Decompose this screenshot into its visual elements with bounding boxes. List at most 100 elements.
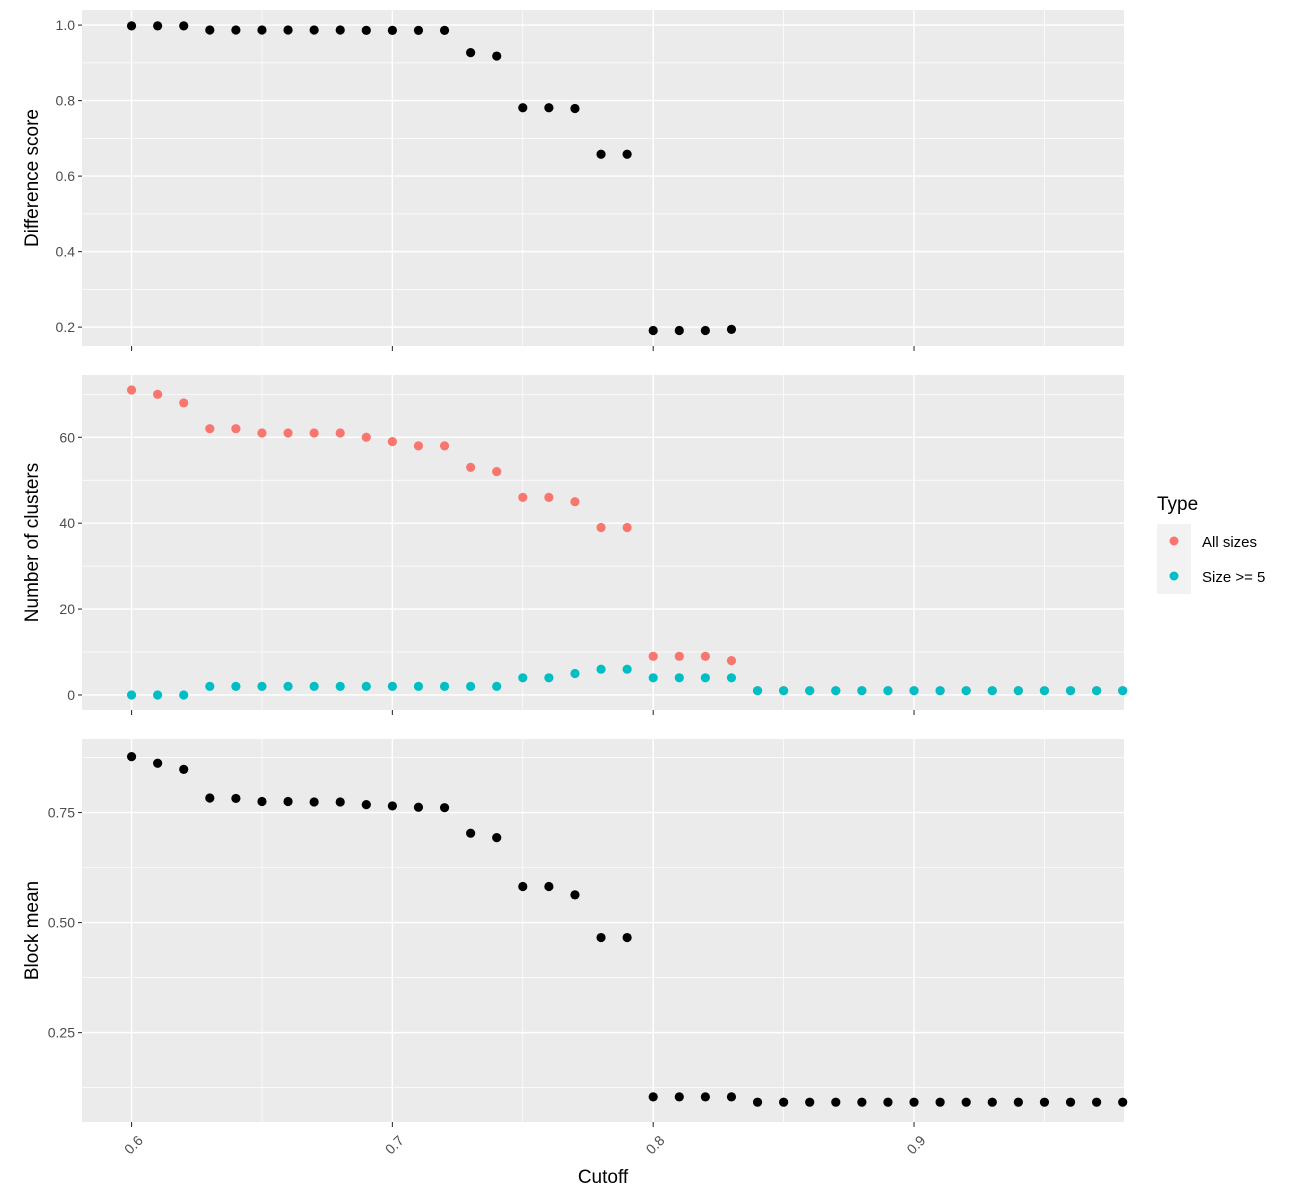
y-tick-label: 0.4 <box>56 244 76 260</box>
data-point <box>1118 686 1128 696</box>
panel-background <box>82 10 1124 346</box>
data-point <box>1065 1097 1076 1107</box>
data-point <box>439 681 450 691</box>
data-point <box>648 325 658 336</box>
data-point <box>335 428 345 438</box>
y-tick-label: 0.75 <box>48 805 75 821</box>
data-point <box>935 686 945 696</box>
data-point <box>126 385 137 395</box>
data-point <box>126 752 137 762</box>
data-point <box>961 1097 971 1107</box>
data-point <box>570 497 580 507</box>
x-tick-labels: 0.6 0.7 0.8 0.9 <box>121 1132 929 1157</box>
y-tick-label: 0.8 <box>56 93 76 109</box>
data-point <box>153 389 163 399</box>
legend-label-size-ge-5: Size >= 5 <box>1202 569 1265 586</box>
y-tick-label: 40 <box>59 515 75 531</box>
data-point <box>309 428 319 438</box>
y-tick-label: 1.0 <box>56 17 76 33</box>
data-point <box>883 686 893 696</box>
data-point <box>700 651 710 661</box>
data-point <box>361 799 371 810</box>
data-point <box>883 1097 893 1107</box>
data-point <box>257 25 267 35</box>
data-point <box>674 1092 684 1102</box>
data-point <box>231 25 241 35</box>
data-point <box>361 681 371 691</box>
data-point <box>1013 686 1023 696</box>
data-point <box>622 664 632 674</box>
data-point <box>335 797 345 807</box>
data-point <box>544 673 554 683</box>
data-point <box>726 1092 737 1102</box>
data-point <box>179 398 189 408</box>
data-point <box>1092 1097 1102 1107</box>
legend-title: Type <box>1157 494 1198 515</box>
data-point <box>648 1092 658 1102</box>
data-point <box>413 681 424 691</box>
panels-layer: 0.2 0.4 0.6 0.8 1.0 Difference score 0 20 40 60 Nu… <box>22 10 1128 1157</box>
legend: Type All sizes Size >= 5 <box>1157 494 1265 594</box>
data-point <box>779 686 789 696</box>
data-point <box>309 681 319 691</box>
panel-background <box>82 375 1124 710</box>
x-tick-label: 0.6 <box>121 1132 146 1157</box>
data-point <box>413 441 424 451</box>
data-point <box>205 681 215 691</box>
legend-label-all-sizes: All sizes <box>1202 534 1257 551</box>
panel-background <box>82 739 1124 1122</box>
data-point <box>987 686 997 696</box>
data-point <box>179 21 189 31</box>
data-point <box>544 492 554 503</box>
data-point <box>961 686 971 696</box>
y-axis-title: Block mean <box>22 881 43 980</box>
data-point <box>596 522 606 533</box>
data-point <box>831 686 841 696</box>
data-point <box>126 21 137 31</box>
data-point <box>283 428 293 438</box>
data-point <box>935 1097 945 1107</box>
data-point <box>674 325 684 336</box>
x-tick-label: 0.9 <box>903 1132 928 1157</box>
data-point <box>805 686 815 696</box>
data-point <box>439 25 450 35</box>
data-point <box>857 1097 867 1107</box>
data-point <box>518 881 528 892</box>
data-point <box>518 492 528 503</box>
data-point <box>544 881 554 892</box>
data-point <box>596 149 606 159</box>
data-point <box>1092 686 1102 696</box>
data-point <box>1039 1097 1050 1107</box>
panel-3: 0.25 0.50 0.75 Block mean <box>22 739 1128 1127</box>
data-point <box>544 103 554 113</box>
data-point <box>596 664 606 674</box>
data-point <box>309 25 319 35</box>
data-point <box>231 681 241 691</box>
legend-key-all-sizes <box>1169 536 1179 546</box>
data-point <box>439 441 450 451</box>
data-point <box>179 764 189 774</box>
data-point <box>492 681 502 691</box>
panel-1: 0.2 0.4 0.6 0.8 1.0 Difference score <box>22 10 1124 351</box>
data-point <box>622 149 632 159</box>
data-point <box>857 686 867 696</box>
data-point <box>309 797 319 807</box>
data-point <box>909 1097 919 1107</box>
data-point <box>987 1097 997 1107</box>
x-tick-label: 0.8 <box>643 1132 668 1157</box>
data-point <box>257 796 267 807</box>
data-point <box>805 1097 815 1107</box>
y-tick-label: 0.25 <box>48 1025 75 1041</box>
data-point <box>466 681 476 691</box>
y-axis-title: Number of clusters <box>22 463 43 622</box>
data-point <box>570 890 580 900</box>
data-point <box>257 428 267 438</box>
data-point <box>1065 686 1076 696</box>
data-point <box>648 651 658 661</box>
data-point <box>466 462 476 472</box>
data-point <box>153 21 163 31</box>
data-point <box>257 681 267 691</box>
data-point <box>126 690 137 700</box>
data-point <box>231 424 241 434</box>
data-point <box>283 796 293 807</box>
